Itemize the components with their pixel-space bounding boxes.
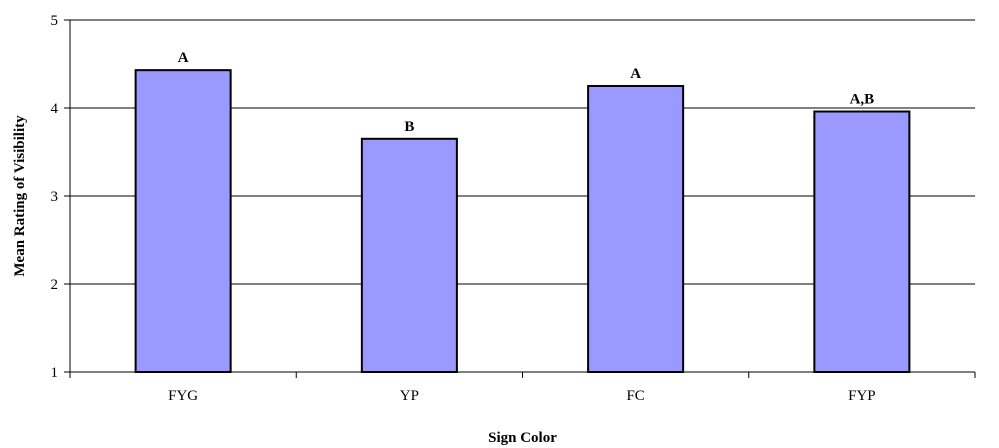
x-tick-label-fyp: FYP <box>848 388 876 404</box>
y-ticks: 1 2 3 4 5 <box>51 13 70 381</box>
bar-yp <box>360 137 458 373</box>
x-axis-title: Sign Color <box>488 430 557 446</box>
bar-fc <box>587 85 685 373</box>
y-tick-label: 5 <box>51 13 59 29</box>
y-tick-label: 3 <box>51 189 59 205</box>
bar-labels: A B A A,B <box>178 50 874 135</box>
x-tick-label-fyg: FYG <box>168 388 198 404</box>
y-tick-label: 4 <box>51 101 59 117</box>
bar-label-fyp: A,B <box>850 92 875 108</box>
x-tick-label-fc: FC <box>626 388 644 404</box>
bar-fyg <box>134 69 232 373</box>
y-axis-title: Mean Rating of Visibility <box>12 115 28 277</box>
bar-label-fyg: A <box>178 50 189 66</box>
y-tick-label: 1 <box>51 365 59 381</box>
bar-label-yp: B <box>404 119 414 135</box>
x-ticks: FYG YP FC FYP <box>69 372 976 404</box>
y-tick-label: 2 <box>51 277 59 293</box>
bars <box>134 69 911 374</box>
bar-fyp <box>813 110 911 374</box>
bar-label-fc: A <box>630 66 641 82</box>
x-tick-label-yp: YP <box>400 388 419 404</box>
